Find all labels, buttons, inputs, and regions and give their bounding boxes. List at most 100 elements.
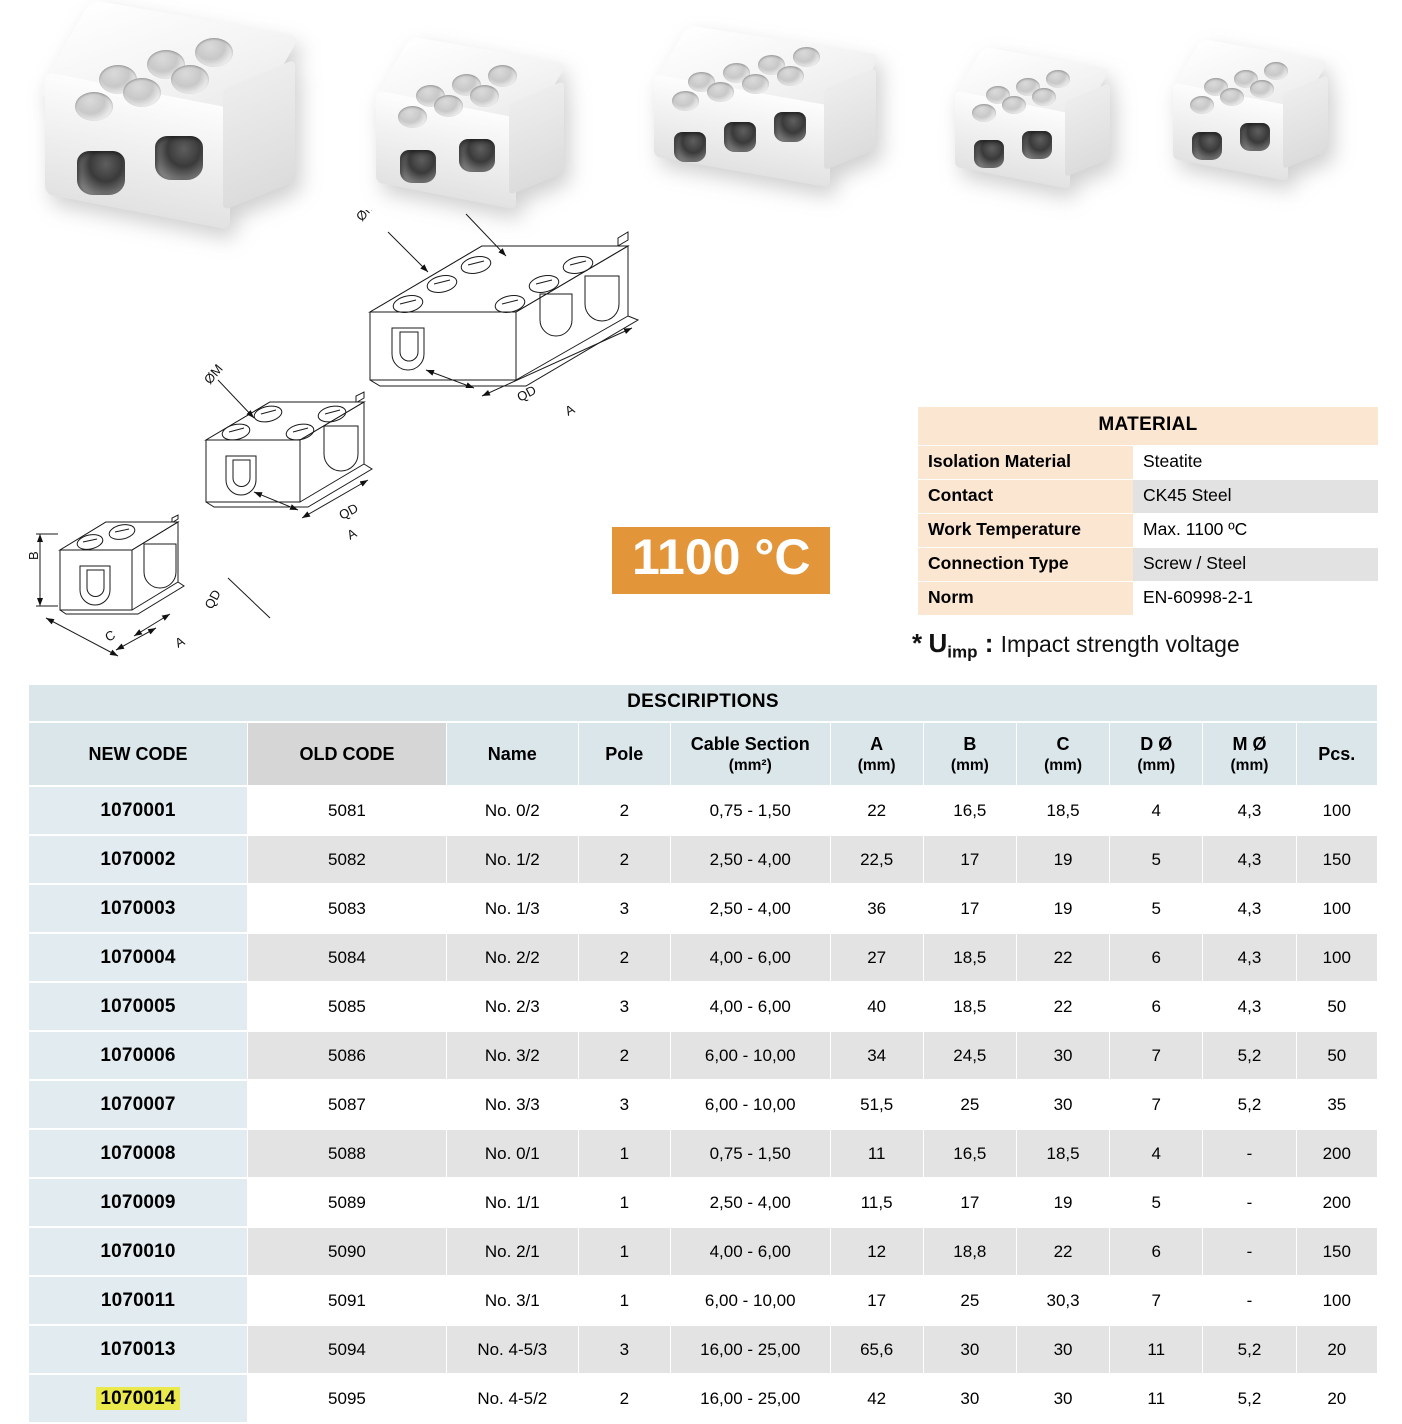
cell-name: No. 3/2 bbox=[446, 1032, 578, 1079]
cell-name: No. 1/1 bbox=[446, 1179, 578, 1226]
cell-m: 4,3 bbox=[1203, 934, 1296, 981]
product-photo-block-2-pole-medium bbox=[368, 36, 583, 210]
material-row: Contact CK45 Steel bbox=[918, 480, 1378, 513]
cell-pole: 2 bbox=[578, 787, 670, 834]
cell-new_code: 1070010 bbox=[29, 1228, 248, 1275]
cell-new_code: 1070009 bbox=[29, 1179, 248, 1226]
cell-pcs: 20 bbox=[1296, 1375, 1377, 1422]
cell-pole: 3 bbox=[578, 1326, 670, 1373]
table-row: 1070005 5085 No. 2/3 3 4,00 - 6,00 40 18,5 22 6 4… bbox=[29, 983, 1377, 1030]
cell-pcs: 150 bbox=[1296, 1228, 1377, 1275]
cell-m: 5,2 bbox=[1203, 1081, 1296, 1128]
cell-new_code: 1070002 bbox=[29, 836, 248, 883]
cell-m: 4,3 bbox=[1203, 885, 1296, 932]
cell-d: 7 bbox=[1110, 1032, 1203, 1079]
cell-pole: 1 bbox=[578, 1228, 670, 1275]
cell-pcs: 100 bbox=[1296, 787, 1377, 834]
cell-c: 30 bbox=[1016, 1326, 1110, 1373]
cell-d: 11 bbox=[1110, 1375, 1203, 1422]
footnote-subscript: imp bbox=[947, 642, 978, 662]
column-header-b: B (mm) bbox=[923, 723, 1016, 785]
cell-c: 30 bbox=[1016, 1375, 1110, 1422]
column-header-new-code-label: NEW CODE bbox=[88, 743, 188, 764]
cell-pole: 1 bbox=[578, 1130, 670, 1177]
descriptions-title: DESCIRIPTIONS bbox=[29, 685, 1377, 721]
cell-pcs: 200 bbox=[1296, 1130, 1377, 1177]
cell-c: 30,3 bbox=[1016, 1277, 1110, 1324]
product-photo-block-2-pole-large bbox=[35, 0, 315, 230]
cell-name: No. 4-5/3 bbox=[446, 1326, 578, 1373]
cell-b: 18,5 bbox=[923, 983, 1016, 1030]
cell-cable_section: 2,50 - 4,00 bbox=[670, 836, 830, 883]
dim-label-diameter-m-3: ØM bbox=[201, 361, 226, 387]
cell-b: 18,5 bbox=[923, 934, 1016, 981]
cell-pole: 1 bbox=[578, 1179, 670, 1226]
cell-b: 17 bbox=[923, 885, 1016, 932]
cell-b: 30 bbox=[923, 1326, 1016, 1373]
cell-pole: 3 bbox=[578, 1081, 670, 1128]
cell-c: 30 bbox=[1016, 1032, 1110, 1079]
footnote-separator: : bbox=[977, 628, 1001, 658]
material-value-norm: EN-60998-2-1 bbox=[1133, 582, 1378, 615]
cell-old_code: 5087 bbox=[248, 1081, 446, 1128]
cell-d: 6 bbox=[1110, 983, 1203, 1030]
product-photo-block-2-pole-smallest bbox=[1167, 38, 1348, 190]
cell-new_code: 1070004 bbox=[29, 934, 248, 981]
highlighted-code: 1070014 bbox=[96, 1386, 180, 1410]
descriptions-table: DESCIRIPTIONS NEW CODE OLD CODE Name Pol… bbox=[28, 683, 1378, 1424]
cell-pcs: 50 bbox=[1296, 1032, 1377, 1079]
footnote-symbol: U bbox=[928, 628, 948, 658]
dim-label-c: C bbox=[102, 627, 117, 645]
cell-pcs: 200 bbox=[1296, 1179, 1377, 1226]
cell-m: - bbox=[1203, 1277, 1296, 1324]
material-row: Work Temperature Max. 1100 ºC bbox=[918, 514, 1378, 547]
cell-old_code: 5091 bbox=[248, 1277, 446, 1324]
cell-a: 40 bbox=[830, 983, 923, 1030]
cell-cable_section: 6,00 - 10,00 bbox=[670, 1081, 830, 1128]
cell-cable_section: 4,00 - 6,00 bbox=[670, 983, 830, 1030]
cell-name: No. 2/2 bbox=[446, 934, 578, 981]
cell-a: 22,5 bbox=[830, 836, 923, 883]
temperature-badge: 1100 °C bbox=[612, 527, 831, 594]
dim-label-b: B bbox=[26, 551, 41, 560]
cell-new_code: 1070003 bbox=[29, 885, 248, 932]
cell-cable_section: 16,00 - 25,00 bbox=[670, 1375, 830, 1422]
descriptions-body: 1070001 5081 No. 0/2 2 0,75 - 1,50 22 16,5 18,5… bbox=[29, 787, 1377, 1422]
table-row: 1070011 5091 No. 3/1 1 6,00 - 10,00 17 25 30,3 7… bbox=[29, 1277, 1377, 1324]
cell-pole: 3 bbox=[578, 983, 670, 1030]
column-header-pole: Pole bbox=[578, 723, 670, 785]
table-row: 1070008 5088 No. 0/1 1 0,75 - 1,50 11 16,5 18,5… bbox=[29, 1130, 1377, 1177]
cell-b: 30 bbox=[923, 1375, 1016, 1422]
cell-a: 51,5 bbox=[830, 1081, 923, 1128]
cell-b: 25 bbox=[923, 1277, 1016, 1324]
column-header-d-diameter-label: D Ø bbox=[1140, 733, 1173, 754]
product-photo-block-3-pole bbox=[648, 25, 898, 190]
cell-a: 11,5 bbox=[830, 1179, 923, 1226]
cell-new_code: 1070011 bbox=[29, 1277, 248, 1324]
column-header-c-label: C bbox=[1056, 733, 1070, 754]
cell-a: 34 bbox=[830, 1032, 923, 1079]
cell-pole: 2 bbox=[578, 934, 670, 981]
cell-old_code: 5095 bbox=[248, 1375, 446, 1422]
cell-c: 19 bbox=[1016, 1179, 1110, 1226]
cell-cable_section: 6,00 - 10,00 bbox=[670, 1032, 830, 1079]
column-header-cable-section-label: Cable Section bbox=[690, 733, 810, 754]
cell-pcs: 150 bbox=[1296, 836, 1377, 883]
cell-b: 25 bbox=[923, 1081, 1016, 1128]
cell-d: 4 bbox=[1110, 1130, 1203, 1177]
cell-c: 18,5 bbox=[1016, 787, 1110, 834]
cell-name: No. 2/1 bbox=[446, 1228, 578, 1275]
column-header-pole-label: Pole bbox=[605, 743, 644, 764]
column-header-c-unit: (mm) bbox=[1044, 756, 1082, 774]
column-header-m-diameter-label: M Ø bbox=[1232, 733, 1267, 754]
table-row: 1070003 5083 No. 1/3 3 2,50 - 4,00 36 17 19 5 4,3… bbox=[29, 885, 1377, 932]
cell-name: No. 4-5/2 bbox=[446, 1375, 578, 1422]
material-row: Norm EN-60998-2-1 bbox=[918, 582, 1378, 615]
column-header-b-unit: (mm) bbox=[950, 756, 989, 774]
cell-c: 22 bbox=[1016, 1228, 1110, 1275]
dim-label-a-3: A bbox=[172, 633, 187, 650]
material-row: Connection Type Screw / Steel bbox=[918, 548, 1378, 581]
cell-cable_section: 16,00 - 25,00 bbox=[670, 1326, 830, 1373]
footnote-asterisk: * bbox=[912, 628, 923, 658]
cell-c: 22 bbox=[1016, 934, 1110, 981]
